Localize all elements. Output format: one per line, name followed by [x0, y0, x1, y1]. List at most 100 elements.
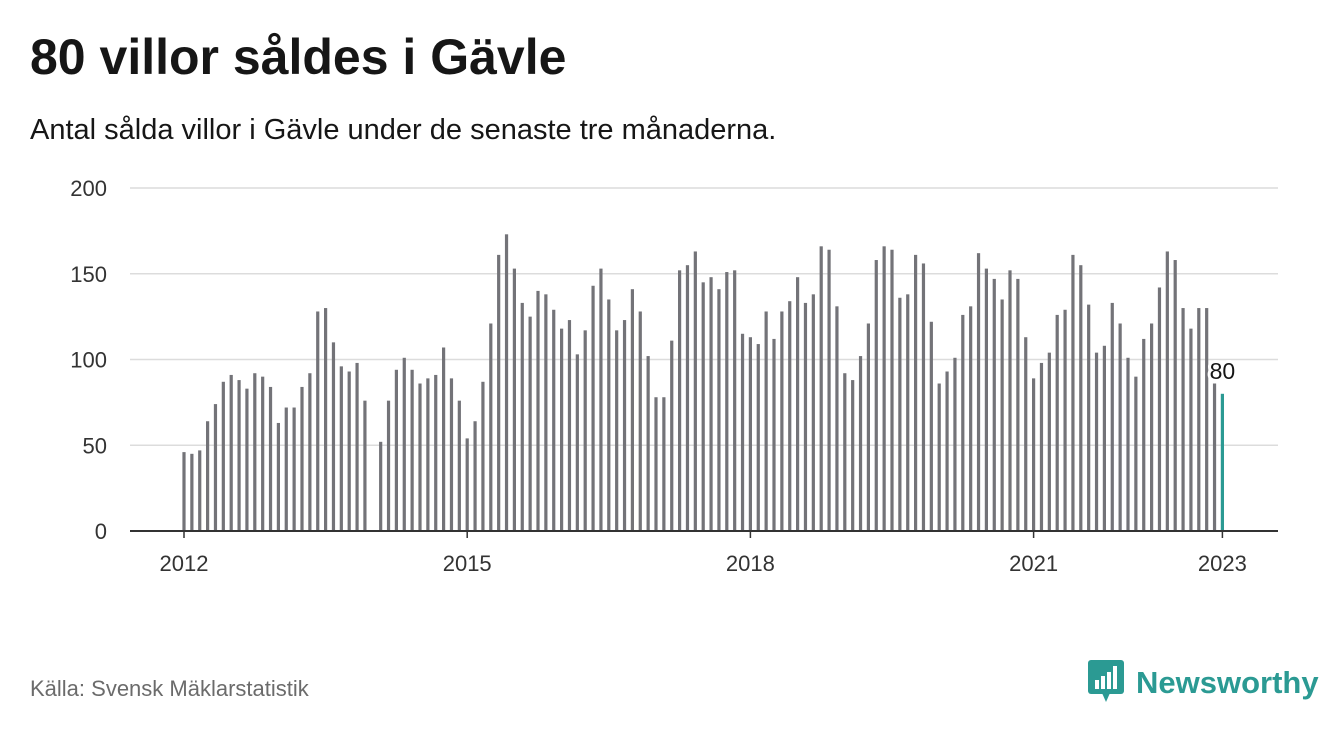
- x-tick-label-2018: 2018: [726, 551, 775, 576]
- bar-2012-09: [245, 388, 249, 531]
- bar-2014-05: [402, 357, 406, 531]
- bar-2021-01: [1032, 378, 1036, 531]
- bar-2021-08: [1087, 304, 1091, 531]
- bar-2012-07: [229, 374, 233, 531]
- bar-2015-05: [497, 254, 501, 531]
- bar-2012-12: [268, 386, 273, 531]
- bar-2019-05: [874, 260, 878, 531]
- bar-2020-04: [961, 314, 965, 531]
- y-tick-label-0: 0: [95, 519, 107, 544]
- bar-2019-02: [851, 380, 855, 531]
- bar-2019-07: [890, 249, 894, 531]
- bar-2019-08: [898, 297, 902, 531]
- bar-2015-09: [528, 316, 532, 532]
- bar-2013-09: [339, 366, 343, 531]
- bar-2022-06: [1165, 251, 1169, 531]
- bar-2019-04: [866, 323, 870, 531]
- bar-2020-07: [984, 268, 988, 531]
- bar-2020-06: [976, 253, 981, 532]
- bars-layer: [182, 234, 1224, 532]
- bar-2019-10: [914, 254, 918, 531]
- bar-2021-10: [1102, 345, 1106, 531]
- bar-2019-03: [858, 356, 863, 531]
- bar-2014-10: [442, 347, 446, 531]
- bar-2015-06: [504, 234, 509, 531]
- bar-2017-07: [701, 282, 705, 531]
- bar-2020-09: [1000, 299, 1004, 531]
- bar-2020-12: [1024, 337, 1028, 531]
- bar-2020-05: [969, 306, 973, 531]
- bar-2018-08: [803, 302, 808, 531]
- x-tick-label-2012: 2012: [160, 551, 209, 576]
- bar-2013-04: [300, 386, 304, 531]
- bar-2013-08: [331, 342, 336, 531]
- bar-2014-02: [379, 441, 383, 531]
- bar-2012-11: [261, 376, 265, 531]
- bar-2017-08: [709, 277, 713, 531]
- bar-2016-01: [560, 328, 564, 531]
- bar-2020-03: [953, 357, 957, 531]
- bar-2012-08: [237, 380, 241, 531]
- bar-2014-12: [457, 400, 461, 531]
- bar-2014-08: [426, 378, 430, 531]
- chart-title: 80 villor såldes i Gävle: [30, 29, 567, 85]
- bar-2012-03: [198, 450, 202, 531]
- bar-2022-04: [1150, 323, 1154, 531]
- bar-2016-09: [622, 320, 627, 531]
- bar-2013-05: [308, 373, 312, 531]
- bar-2014-07: [418, 383, 422, 531]
- bar-2023-01: [1220, 393, 1224, 531]
- bar-2012-10: [253, 373, 257, 531]
- bar-2015-04: [489, 323, 493, 531]
- bar-2022-07: [1173, 260, 1177, 531]
- newsworthy-logo[interactable]: Newsworthy: [1088, 660, 1319, 704]
- bar-2017-05: [685, 265, 690, 531]
- bar-2014-06: [410, 369, 414, 531]
- bar-2019-06: [882, 246, 886, 531]
- bar-2022-11: [1205, 308, 1209, 531]
- bar-2018-07: [796, 277, 800, 531]
- bar-2015-12: [552, 309, 556, 531]
- bar-2013-02: [284, 407, 288, 531]
- bar-2017-06: [693, 251, 697, 531]
- bar-2021-04: [1055, 314, 1059, 531]
- source-note: Källa: Svensk Mäklarstatistik: [30, 676, 309, 701]
- bar-2018-01: [748, 337, 752, 531]
- bar-2020-02: [945, 371, 949, 531]
- bar-2021-07: [1079, 265, 1083, 531]
- bar-2016-07: [607, 299, 611, 531]
- bar-2019-12: [929, 321, 933, 531]
- bar-2013-01: [276, 422, 280, 531]
- bar-2016-02: [567, 320, 572, 531]
- bar-2015-10: [536, 290, 540, 531]
- bar-2012-06: [221, 381, 225, 531]
- bar-2019-01: [843, 373, 847, 531]
- bar-2022-03: [1142, 338, 1146, 531]
- bar-2022-10: [1197, 308, 1201, 531]
- bar-2022-02: [1134, 376, 1138, 531]
- bar-2015-08: [520, 302, 524, 531]
- y-tick-label-100: 100: [70, 348, 107, 373]
- bar-2014-11: [449, 378, 454, 531]
- y-tick-label-150: 150: [70, 262, 107, 287]
- bar-2021-12: [1118, 323, 1122, 531]
- bar-2013-07: [324, 308, 328, 531]
- bar-2022-12: [1212, 383, 1217, 531]
- bar-2018-12: [835, 306, 839, 531]
- bar-2015-11: [544, 294, 548, 531]
- bar-2020-11: [1016, 278, 1020, 531]
- bar-2015-01: [465, 438, 469, 531]
- bar-2018-03: [764, 311, 768, 531]
- bar-2014-04: [394, 369, 398, 531]
- bar-2018-11: [827, 249, 831, 531]
- bar-2014-09: [434, 374, 438, 531]
- bar-2017-03: [670, 340, 674, 531]
- bar-2018-10: [819, 246, 823, 531]
- bar-2012-01: [182, 452, 186, 531]
- bar-2017-12: [740, 333, 745, 531]
- bar-2014-03: [386, 400, 391, 531]
- bar-2016-11: [638, 311, 642, 531]
- bar-2013-03: [292, 407, 296, 531]
- bar-2013-12: [363, 400, 367, 531]
